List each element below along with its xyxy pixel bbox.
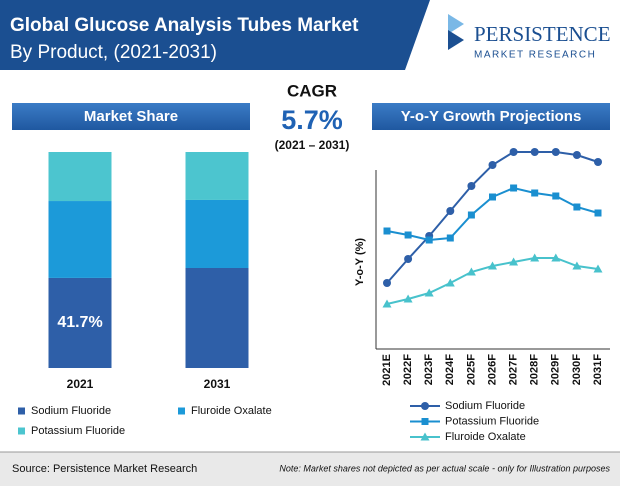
line-marker <box>593 264 603 273</box>
cagr-label: CAGR <box>287 81 337 100</box>
bar-segment <box>185 267 249 368</box>
panel-banner <box>372 103 610 130</box>
x-tick-label: 2021 <box>67 377 94 391</box>
line-marker <box>530 148 539 156</box>
line-marker <box>403 294 413 303</box>
footer-band <box>0 452 620 486</box>
legend-label: Sodium Fluoride <box>31 405 111 417</box>
line-marker <box>466 267 476 276</box>
line-marker <box>509 148 518 156</box>
bar-segment <box>48 152 112 202</box>
logo-name: PERSISTENCE <box>474 22 611 46</box>
line-marker <box>421 402 429 410</box>
bar-segment <box>48 277 112 368</box>
line-marker <box>424 288 434 297</box>
legend-swatch <box>18 407 25 415</box>
line-marker <box>530 253 540 262</box>
panel-title: Market Share <box>84 108 178 125</box>
legend-swatch <box>178 407 185 415</box>
line-marker <box>467 211 475 219</box>
x-tick-label: 2023F <box>423 354 435 385</box>
x-tick-label: 2031 <box>204 377 231 391</box>
line-marker <box>594 209 602 217</box>
logo-tagline: MARKET RESEARCH <box>474 50 596 61</box>
bar-segment <box>185 199 249 268</box>
legend-label: Potassium Fluoride <box>31 425 125 437</box>
line-marker <box>425 236 433 244</box>
line-marker <box>594 158 602 166</box>
line-marker <box>420 432 430 441</box>
panel-banner <box>12 103 250 130</box>
line-marker <box>488 261 497 270</box>
line-marker <box>446 207 455 215</box>
legend-label: Fluroide Oxalate <box>445 431 526 443</box>
legend-label: Fluroide Oxalate <box>191 405 272 417</box>
bar-segment <box>48 201 112 278</box>
x-tick-label: 2024F <box>444 354 456 385</box>
logo-icon <box>448 30 464 50</box>
header-title: Global Glucose Analysis Tubes Market <box>10 15 359 36</box>
footer-source: Source: Persistence Market Research <box>12 463 197 475</box>
cagr-value: 5.7% <box>281 105 343 135</box>
cagr-period: (2021 – 2031) <box>275 138 350 152</box>
x-tick-label: 2025F <box>465 354 477 385</box>
x-tick-label: 2021E <box>381 354 393 386</box>
x-tick-label: 2027F <box>508 354 520 385</box>
x-tick-label: 2028F <box>529 354 541 385</box>
logo: PERSISTENCE MARKET RESEARCH <box>448 14 611 61</box>
line-marker <box>573 203 581 211</box>
legend-label: Sodium Fluoride <box>445 400 525 412</box>
line-marker <box>551 148 560 156</box>
line-marker <box>383 279 391 287</box>
legend-label: Potassium Fluoride <box>445 415 539 427</box>
line-marker <box>445 278 455 287</box>
y-axis-label: Y-o-Y (%) <box>354 238 366 286</box>
line-marker <box>404 255 413 263</box>
line-marker <box>382 299 392 308</box>
x-tick-label: 2026F <box>486 354 498 385</box>
line-marker <box>551 253 561 262</box>
header-subtitle: By Product, (2021-2031) <box>10 42 217 63</box>
panel-title: Y-o-Y Growth Projections <box>401 108 582 125</box>
x-tick-label: 2030F <box>571 354 583 385</box>
line-marker <box>572 261 582 270</box>
line-marker <box>489 193 496 201</box>
line-marker <box>446 234 454 242</box>
line-marker <box>421 418 429 425</box>
bar-segment <box>185 152 249 200</box>
line-marker <box>488 161 497 169</box>
x-tick-label: 2029F <box>550 354 562 385</box>
line-marker <box>552 192 560 200</box>
line-marker <box>383 227 391 235</box>
line-marker <box>467 182 476 190</box>
x-tick-label: 2031F <box>592 354 604 385</box>
header-banner <box>0 0 430 70</box>
footer-note: Note: Market shares not depicted as per … <box>279 463 610 473</box>
line-marker <box>510 184 518 192</box>
legend-swatch <box>18 427 25 435</box>
line-marker <box>531 189 539 197</box>
line-marker <box>572 151 581 159</box>
logo-icon <box>448 14 464 34</box>
line-marker <box>509 257 519 266</box>
x-tick-label: 2022F <box>402 354 414 385</box>
line-marker <box>404 231 412 239</box>
data-label: 41.7% <box>57 314 102 331</box>
